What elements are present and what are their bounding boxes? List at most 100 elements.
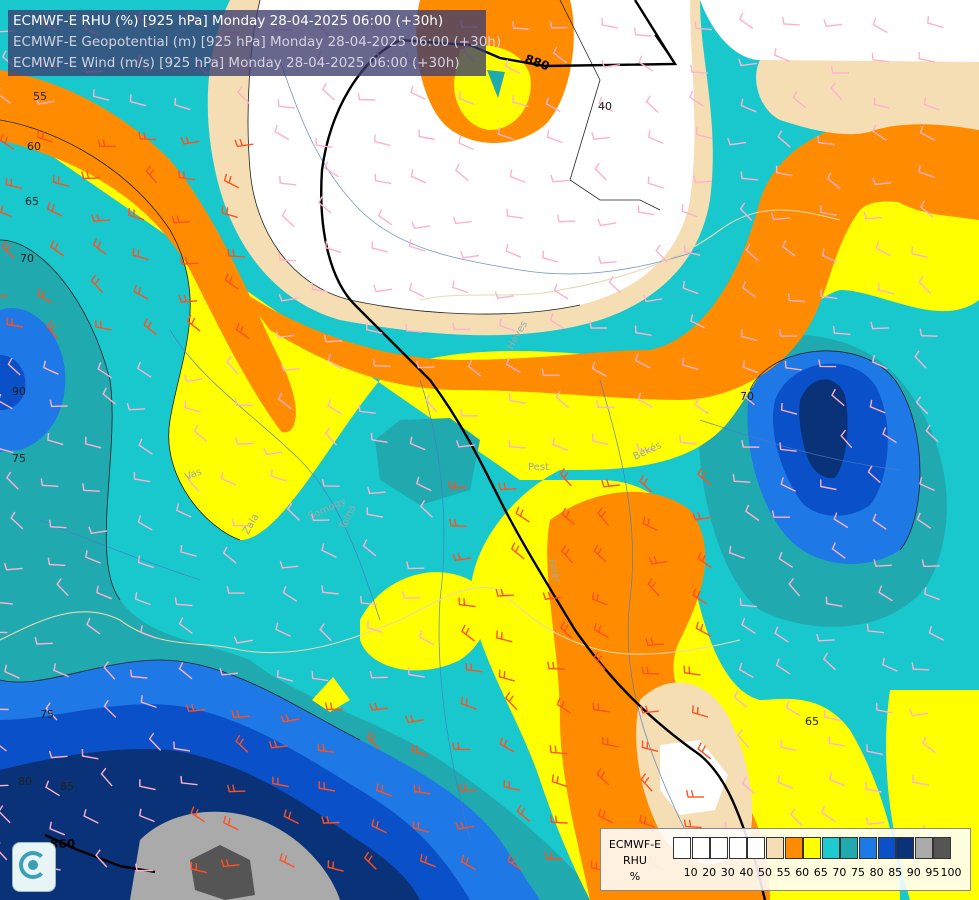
wind-barb — [237, 86, 250, 105]
wind-barb — [275, 622, 291, 637]
wind-barb — [452, 322, 471, 331]
legend-tick-label: 65 — [813, 866, 828, 879]
wind-barb — [278, 253, 297, 262]
wind-barb — [282, 585, 298, 602]
wind-barb — [219, 667, 239, 676]
wind-barb — [95, 319, 112, 331]
wind-barb — [367, 486, 386, 495]
wind-barb — [97, 139, 116, 148]
wind-barb — [681, 204, 698, 218]
wind-barb — [509, 169, 526, 184]
wind-barb — [222, 815, 239, 831]
wind-barb — [728, 545, 745, 560]
wind-barb — [220, 471, 237, 486]
wind-barb — [694, 21, 712, 31]
wind-barb — [911, 246, 928, 258]
wind-barb — [925, 424, 939, 443]
wind-barb — [48, 750, 68, 759]
wind-barb — [35, 97, 55, 105]
legend-swatch — [766, 837, 784, 859]
wind-barb — [816, 633, 835, 642]
wind-barb — [865, 782, 882, 793]
country-borders — [0, 209, 841, 655]
wind-barb — [505, 357, 521, 374]
legend-swatch — [896, 837, 915, 859]
wind-barb — [682, 280, 699, 295]
wind-barb — [272, 776, 289, 788]
wind-barb — [927, 16, 944, 29]
wind-barb — [872, 124, 887, 141]
wind-barb — [48, 519, 67, 529]
wind-barb — [50, 240, 65, 257]
wind-barb — [739, 598, 757, 608]
label-geo-860: 860 — [50, 837, 75, 851]
wind-barb — [780, 477, 797, 492]
wind-barb — [227, 784, 246, 793]
wind-barb — [498, 482, 517, 491]
wind-barb — [419, 853, 436, 868]
wind-barb — [186, 314, 201, 332]
wind-barb — [642, 516, 658, 531]
wind-barb — [516, 804, 531, 822]
wind-barb — [221, 205, 238, 218]
wind-barb — [556, 697, 572, 714]
wind-barb — [870, 321, 889, 330]
wind-barb — [0, 448, 14, 454]
label-rhu-75-a: 75 — [12, 452, 26, 465]
wind-barb — [0, 295, 8, 297]
wind-barb — [363, 851, 377, 870]
wind-barb — [135, 863, 154, 872]
legend-swatch — [914, 837, 933, 859]
wind-barb — [559, 467, 572, 487]
wind-barb — [919, 125, 936, 141]
wind-barb — [914, 350, 927, 369]
wind-barb — [360, 595, 378, 606]
wind-barb — [918, 275, 931, 294]
wind-barb — [279, 176, 297, 186]
wind-barb — [871, 354, 888, 370]
wind-barb — [180, 775, 198, 786]
wind-barb — [697, 742, 712, 760]
wind-barb — [594, 162, 607, 181]
wind-barb — [596, 767, 610, 786]
wind-barb — [831, 542, 846, 559]
wind-barb — [602, 736, 619, 748]
wind-barb — [911, 662, 930, 671]
legend-swatch — [710, 837, 729, 859]
wind-barb — [591, 592, 608, 606]
wind-barb — [878, 585, 893, 602]
wind-barb — [461, 624, 476, 642]
legend-swatch — [840, 837, 859, 859]
wind-barb — [226, 586, 245, 594]
wind-barb — [86, 617, 101, 635]
wind-barb — [4, 664, 20, 679]
wind-barb — [220, 858, 240, 868]
legend-tick-label: 85 — [888, 866, 903, 879]
wind-barb — [321, 815, 340, 824]
wind-barb — [863, 211, 883, 220]
wind-barb — [589, 321, 608, 329]
wind-barb — [279, 853, 295, 868]
wind-barb — [174, 597, 193, 607]
wind-barb — [597, 808, 614, 824]
wind-barb — [775, 165, 793, 177]
wind-barb — [325, 240, 342, 254]
wind-barb — [592, 702, 610, 713]
wind-barb — [127, 207, 145, 221]
wind-barb — [36, 130, 54, 143]
wind-barb — [645, 637, 665, 647]
legend-swatch — [673, 837, 691, 859]
wind-barb — [560, 544, 574, 564]
wind-barb — [601, 60, 621, 68]
wind-barb — [270, 468, 287, 482]
wind-barb — [92, 238, 107, 256]
swirl-icon — [19, 851, 47, 879]
wind-barb — [452, 742, 471, 751]
wind-barb — [138, 131, 157, 141]
wind-barb — [467, 359, 482, 377]
legend-tick-label: 100 — [940, 866, 962, 879]
wind-barb — [598, 256, 617, 264]
wind-barb — [636, 443, 655, 451]
wind-barb — [823, 19, 843, 28]
